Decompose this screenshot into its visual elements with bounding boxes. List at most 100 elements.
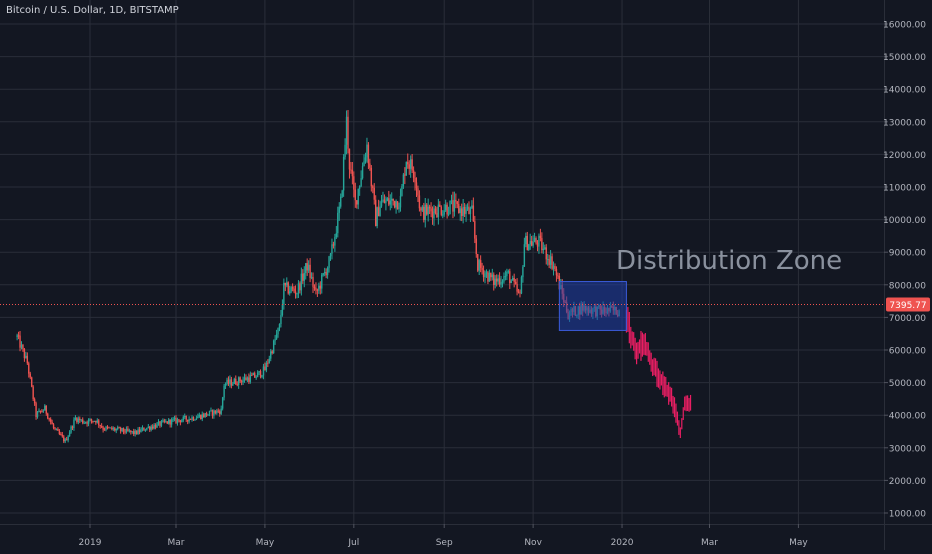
candle-up	[283, 282, 285, 305]
candle-down	[143, 427, 145, 431]
candle-up	[363, 161, 365, 167]
candle-up	[488, 272, 491, 282]
candle-up	[334, 237, 336, 246]
candle-up	[478, 260, 480, 271]
candle-down	[76, 417, 78, 423]
candle-down	[551, 256, 553, 269]
candle-down	[415, 182, 418, 189]
candle-down	[325, 271, 327, 276]
candle-down	[420, 208, 422, 211]
candle-down	[472, 205, 475, 222]
candle-up	[87, 419, 90, 424]
candle-up	[270, 351, 272, 359]
candle-up	[74, 417, 77, 420]
candle-up	[153, 424, 155, 429]
y-tick-label: 15000.00	[883, 53, 926, 63]
candle-up	[73, 419, 75, 428]
candle-down	[185, 416, 187, 420]
candle-down	[33, 399, 36, 404]
candle-up	[208, 410, 211, 415]
y-tick-label: 16000.00	[883, 21, 926, 31]
candle-up	[506, 271, 508, 277]
current-price-tag[interactable]	[886, 297, 930, 312]
candle-up	[338, 206, 340, 213]
candle-down	[19, 335, 21, 348]
candle-down	[332, 244, 335, 246]
candle-down	[291, 287, 294, 289]
candle-down	[487, 272, 489, 282]
candle-up	[144, 429, 147, 431]
candle-down	[166, 421, 168, 424]
candle-up	[265, 362, 268, 371]
candle-up	[255, 377, 257, 379]
candle-up	[221, 397, 224, 409]
candle-down	[179, 420, 182, 423]
candle-down	[440, 206, 442, 215]
candle-down	[217, 410, 219, 412]
candle-down	[374, 199, 377, 227]
candle-up	[170, 419, 173, 425]
candle-up	[318, 285, 320, 291]
candle-up	[165, 421, 167, 423]
candle-down	[236, 384, 238, 386]
candle-up	[528, 244, 530, 250]
candle-down	[127, 428, 129, 431]
candle-down	[22, 344, 24, 350]
candle-down	[254, 373, 256, 378]
candle-down	[186, 419, 189, 422]
candle-up	[361, 166, 364, 179]
candle-down	[369, 163, 371, 168]
candle-down	[169, 419, 171, 425]
candle-down	[430, 208, 432, 212]
candle-up	[160, 421, 163, 426]
candle-up	[125, 428, 128, 433]
candle-up	[552, 266, 555, 269]
candle-up	[501, 281, 504, 283]
candle-up	[512, 277, 514, 281]
candle-down	[516, 283, 518, 292]
candle-down	[159, 421, 161, 426]
candle-up	[322, 273, 324, 275]
candle-up	[168, 419, 170, 424]
candle-up	[386, 198, 389, 201]
candle-up	[261, 375, 263, 377]
candle-down	[539, 235, 542, 239]
candle-down	[348, 148, 351, 170]
candle-up	[453, 199, 456, 212]
candle-up	[105, 426, 107, 430]
candle-up	[462, 206, 464, 216]
candle-up	[188, 419, 190, 422]
candle-down	[189, 419, 192, 421]
candle-down	[418, 195, 421, 209]
candle-down	[417, 188, 419, 196]
x-tick-label: May	[789, 538, 808, 548]
candle-up	[141, 427, 144, 430]
candle-down	[114, 428, 116, 431]
candle-up	[243, 377, 246, 380]
distribution-zone-label[interactable]: Distribution Zone	[616, 246, 842, 276]
candle-down	[26, 355, 29, 364]
x-tick-label: 2019	[79, 538, 102, 548]
candle-up	[443, 210, 445, 215]
candle-up	[116, 427, 119, 430]
candle-up	[181, 420, 183, 423]
candle-up	[277, 328, 279, 335]
candle-down	[482, 269, 485, 278]
candle-up	[391, 198, 393, 201]
candle-up	[274, 339, 276, 341]
candle-down	[495, 278, 498, 282]
candle-up	[379, 206, 381, 217]
candle-down	[474, 221, 476, 239]
candle-down	[315, 288, 317, 290]
candle-down	[52, 424, 55, 428]
candle-up	[77, 418, 80, 423]
candle-up	[201, 414, 203, 420]
candle-up	[532, 241, 534, 246]
candle-up	[115, 429, 117, 431]
distribution-zone-box[interactable]	[558, 281, 627, 331]
candle-up	[256, 372, 259, 378]
candle-down	[498, 278, 501, 285]
candle-up	[182, 416, 184, 421]
